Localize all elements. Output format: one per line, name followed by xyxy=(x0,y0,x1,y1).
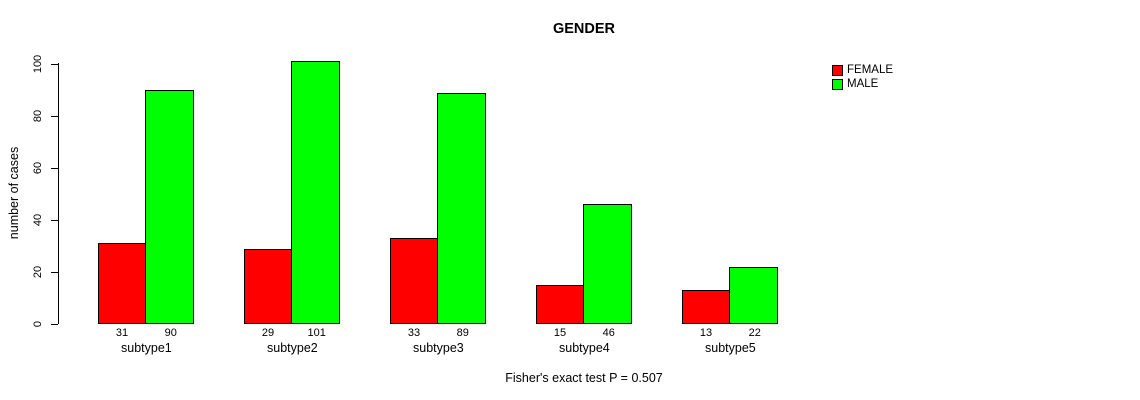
bar-male-subtype1 xyxy=(145,90,195,324)
legend-item-female: FEMALE xyxy=(832,64,893,76)
y-axis-line xyxy=(57,63,59,324)
category-label-subtype4: subtype4 xyxy=(559,341,610,355)
bar-value-label-male-subtype5: 22 xyxy=(748,327,761,339)
y-tick-label: 60 xyxy=(32,161,44,174)
bar-value-label-male-subtype4: 46 xyxy=(602,327,615,339)
category-label-subtype2: subtype2 xyxy=(267,341,318,355)
category-label-subtype1: subtype1 xyxy=(121,341,172,355)
bar-female-subtype3 xyxy=(389,238,439,324)
y-tick-mark xyxy=(50,115,58,117)
y-tick-mark xyxy=(50,323,58,325)
male-color-swatch xyxy=(832,78,843,90)
y-tick-label: 40 xyxy=(32,213,44,226)
category-label-subtype5: subtype5 xyxy=(705,341,756,355)
bar-value-label-male-subtype3: 89 xyxy=(456,327,469,339)
bar-male-subtype3 xyxy=(437,92,487,324)
bar-value-label-female-subtype2: 29 xyxy=(261,327,275,339)
legend: FEMALE MALE xyxy=(832,64,893,90)
bar-male-subtype4 xyxy=(583,204,633,324)
bar-value-label-female-subtype3: 33 xyxy=(407,327,421,339)
bar-male-subtype5 xyxy=(729,266,779,324)
y-tick-mark xyxy=(50,167,58,169)
bar-value-label-male-subtype2: 101 xyxy=(307,327,326,339)
bar-value-label-female-subtype5: 13 xyxy=(699,327,713,339)
y-tick-mark xyxy=(50,219,58,221)
category-label-subtype3: subtype3 xyxy=(413,341,464,355)
legend-item-male: MALE xyxy=(832,78,893,90)
bar-value-label-female-subtype4: 15 xyxy=(553,327,567,339)
bar-female-subtype4 xyxy=(535,285,585,324)
bar-male-subtype2 xyxy=(291,61,341,324)
y-axis-title: number of cases xyxy=(7,146,21,240)
legend-label-male: MALE xyxy=(847,78,879,90)
female-color-swatch xyxy=(832,64,843,76)
y-tick-mark xyxy=(50,271,58,273)
bar-female-subtype5 xyxy=(681,290,731,324)
chart-title: GENDER xyxy=(552,21,616,37)
y-tick-label: 0 xyxy=(32,320,44,327)
bar-value-label-female-subtype1: 31 xyxy=(115,327,129,339)
legend-label-female: FEMALE xyxy=(847,64,894,76)
bar-female-subtype1 xyxy=(97,243,147,324)
statistical-test-footnote: Fisher's exact test P = 0.507 xyxy=(505,371,663,385)
y-tick-label: 80 xyxy=(32,109,44,122)
y-tick-label: 100 xyxy=(32,54,44,73)
bar-female-subtype2 xyxy=(243,248,293,324)
y-tick-label: 20 xyxy=(32,265,44,278)
bar-value-label-male-subtype1: 90 xyxy=(164,327,177,339)
y-tick-mark xyxy=(50,63,58,65)
